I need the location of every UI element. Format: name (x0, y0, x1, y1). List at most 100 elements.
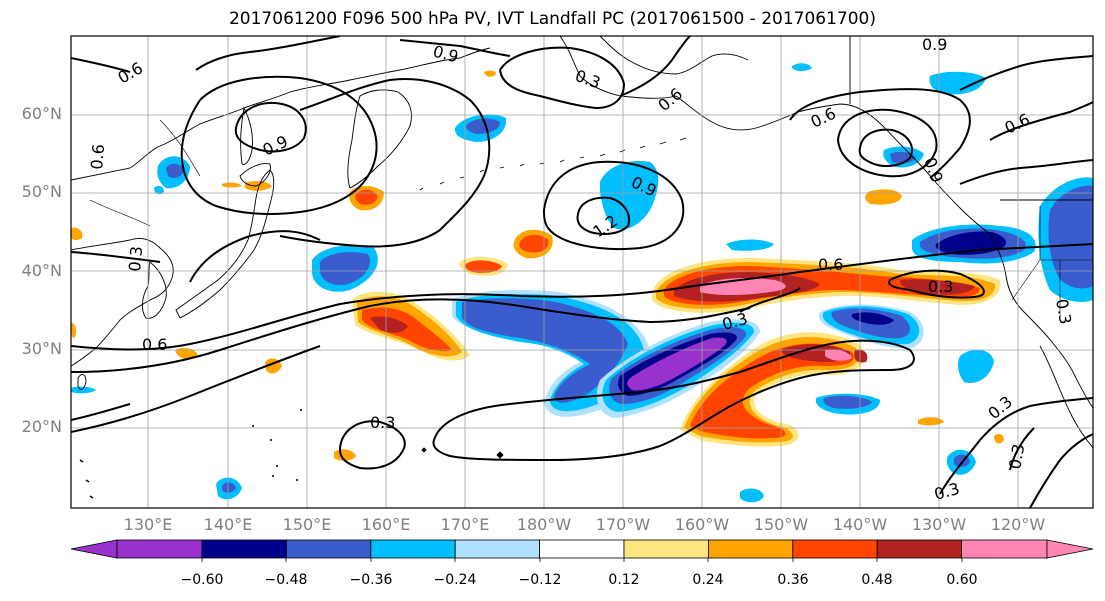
graticule (71, 36, 1093, 508)
border-states (1011, 206, 1093, 320)
colorbar-segment (370, 539, 456, 559)
contour-label: 0.3 (1052, 297, 1075, 325)
colorbar-tick-label: −0.12 (518, 572, 562, 588)
pv-contour (399, 39, 511, 57)
latitude-label: 20°N (21, 417, 62, 436)
pv-contours (71, 36, 1093, 508)
negative-anomaly-patch (166, 163, 184, 178)
coastline-hawaii (421, 447, 504, 459)
negative-anomaly-patch (600, 160, 659, 230)
positive-anomaly-patch (465, 260, 502, 273)
negative-anomaly-patch (71, 386, 96, 394)
colorbar-extend-high (1046, 539, 1094, 559)
contour-label: 0.9 (922, 35, 947, 54)
colorbar-segment (201, 539, 287, 559)
negative-anomaly-patch (726, 239, 774, 251)
latitude-label: 50°N (21, 182, 62, 201)
positive-anomaly-patch (918, 417, 944, 426)
contour-label: 0.6 (818, 255, 843, 274)
border-asia (89, 119, 201, 227)
latitude-label: 30°N (21, 339, 62, 358)
colorbar-segment (285, 539, 372, 559)
colorbar-segment (539, 539, 625, 559)
pv-contour (989, 101, 1093, 141)
positive-anomaly-patch (484, 70, 496, 77)
positive-anomaly-patch (690, 343, 854, 439)
pv-contour (71, 403, 131, 421)
pv-contour (71, 243, 1093, 351)
pv-contour (959, 159, 1093, 185)
positive-anomaly-patch (175, 348, 198, 360)
negative-anomaly-patch (957, 349, 994, 384)
positive-anomaly-patch (370, 316, 408, 333)
coastline-japan-north (239, 163, 271, 187)
colorbar-tick-label: −0.48 (264, 572, 308, 588)
pv-contour (959, 55, 1093, 91)
negative-anomaly-patch (890, 151, 916, 164)
negative-anomaly-patch (154, 185, 164, 195)
pv-contour (1029, 433, 1093, 508)
pv-contour (888, 269, 985, 299)
contour-label: 0.3 (928, 277, 953, 296)
colorbar-tick-label: −0.36 (349, 572, 393, 588)
pv-contour (1009, 427, 1035, 471)
coastline-sakhalin (240, 106, 253, 165)
map-frame (70, 35, 1094, 509)
negative-anomaly-patch (851, 312, 894, 325)
pv-contour (71, 298, 751, 373)
pv-contour (498, 46, 626, 110)
negative-anomaly-patch (792, 63, 812, 71)
pv-contour (858, 128, 913, 167)
latitude-label: 60°N (21, 104, 62, 123)
map-title: 2017061200 F096 500 hPa PV, IVT Landfall… (228, 9, 876, 29)
contour-label: 0.6 (87, 143, 108, 170)
negative-anomaly-patch (222, 482, 236, 493)
pv-contour (939, 397, 1093, 495)
pv-contour (180, 75, 378, 215)
colorbar-segment (792, 539, 878, 559)
positive-anomaly-patch (71, 227, 83, 241)
negative-anomaly-patch (466, 118, 500, 134)
coastline-taiwan (77, 374, 87, 390)
coastline-aleutians (419, 137, 687, 191)
pv-contour (576, 196, 630, 235)
longitude-label: 140°W (832, 515, 888, 534)
colorbar-tick-label: 0.24 (692, 572, 724, 588)
pv-contour (195, 36, 341, 71)
colorbar-segment (116, 539, 203, 559)
longitude-label: 130°E (123, 515, 173, 534)
pv-contour (339, 420, 406, 470)
colorbar-tick-label: −0.24 (433, 572, 477, 588)
pv-contour (619, 36, 691, 97)
coastline-baja (1039, 345, 1093, 449)
colorbar-segment (623, 539, 709, 559)
negative-anomaly-patch (740, 488, 764, 503)
colorbar-segment (876, 539, 963, 559)
latitude-label: 40°N (21, 261, 62, 280)
longitude-label: 130°W (911, 515, 967, 534)
coastline-asia (71, 237, 174, 367)
coastline-asia (71, 47, 491, 181)
contour-label: 0.3 (370, 413, 395, 432)
pv-contour (71, 57, 131, 73)
longitude-label: 180°W (516, 515, 572, 534)
colorbar-tick-label: 0.36 (777, 572, 809, 588)
colorbar-tick-label: 0.12 (608, 572, 640, 588)
pv-contour (739, 287, 801, 313)
colorbar-extend-low (70, 539, 118, 559)
longitude-label: 160°E (361, 515, 411, 534)
pv-contour (789, 88, 971, 179)
negative-anomaly-patch (929, 71, 986, 95)
positive-anomaly-patch (900, 279, 975, 295)
longitude-label: 170°W (595, 515, 651, 534)
longitude-label: 150°W (753, 515, 809, 534)
longitude-label: 120°W (990, 515, 1046, 534)
negative-anomaly-patch (1048, 185, 1093, 289)
coastline-alaska-interior (599, 36, 749, 75)
coastline-north-america (991, 235, 1093, 409)
positive-anomaly-patch (825, 349, 852, 361)
colorbar-segment (961, 539, 1048, 559)
positive-anomaly-patch (854, 349, 868, 363)
colorbar-tick-label: −0.60 (180, 572, 224, 588)
colorbar (70, 539, 1094, 562)
